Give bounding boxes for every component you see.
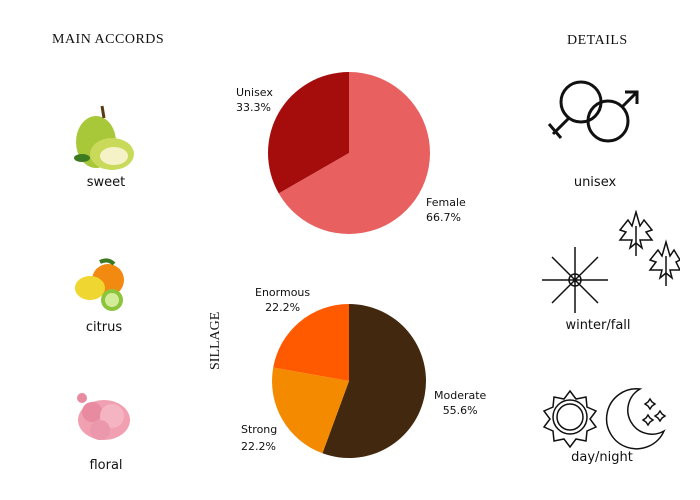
detail-label: winter/fall — [565, 318, 631, 333]
pie-label-strong: Strong 22.2% — [241, 423, 278, 453]
pie-slice-strong — [272, 367, 349, 454]
details-heading: DETAILS — [567, 33, 628, 48]
pie-slice-unisex — [267, 72, 349, 194]
sun-moon-icon — [542, 388, 667, 450]
carnation-icon — [77, 393, 130, 440]
sillage-title: SILLAGE — [208, 311, 223, 370]
accord-label: citrus — [85, 320, 123, 335]
pie-label-female: Female 66.7% — [426, 196, 466, 224]
citrus-icon — [75, 258, 124, 311]
pie-label-enormous: Enormous 22.2% — [255, 286, 311, 314]
pie-slice-enormous — [273, 304, 349, 381]
pie-label-moderate: Moderate 55.6% — [434, 389, 487, 417]
pear-icon — [74, 105, 134, 170]
accord-label: floral — [89, 458, 123, 473]
snowflake-leaves-icon — [542, 210, 680, 313]
detail-label: day/night — [571, 450, 633, 465]
pie-slice-moderate — [322, 304, 427, 458]
accord-label: sweet — [86, 175, 126, 190]
pie-label-unisex: Unisex 33.3% — [236, 86, 273, 114]
detail-label: unisex — [573, 175, 617, 190]
pie-slice-female — [278, 72, 430, 234]
gender-icon — [547, 80, 639, 143]
main-accords-heading: MAIN ACCORDS — [52, 32, 165, 47]
